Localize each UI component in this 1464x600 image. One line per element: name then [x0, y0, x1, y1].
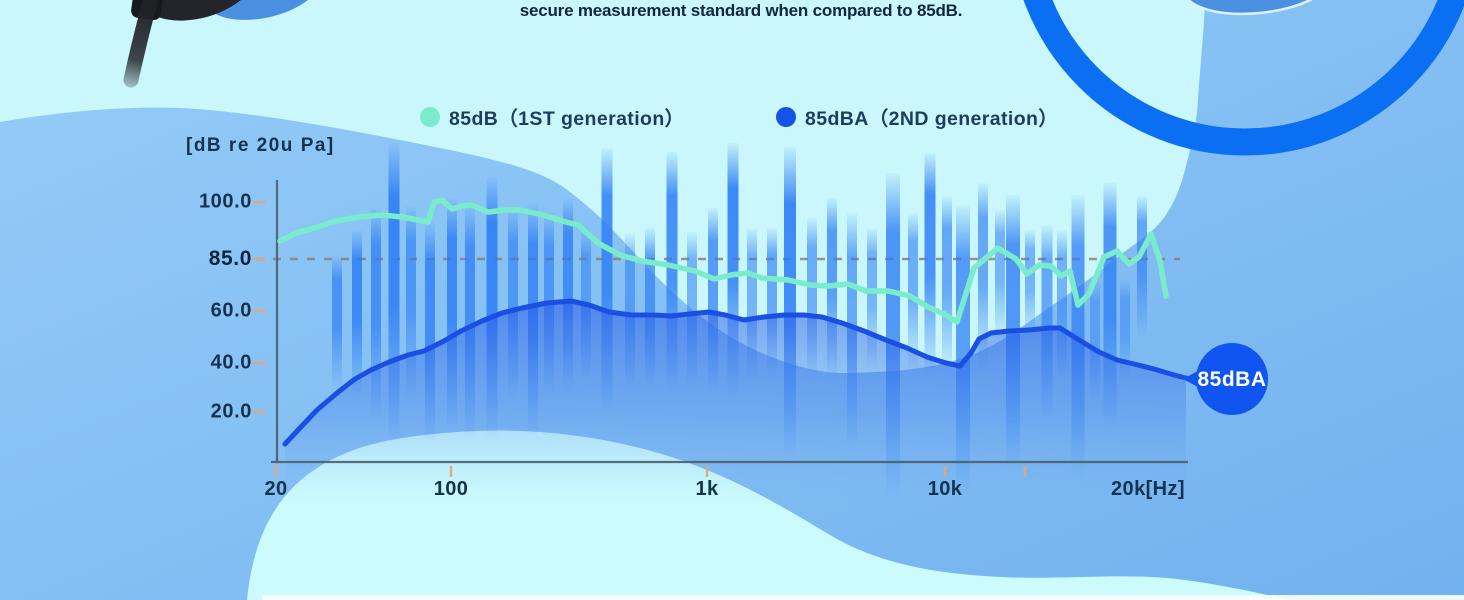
bg-ring — [1023, 0, 1464, 156]
x-tick-label: 100 — [433, 478, 469, 500]
y-tick-label: 85.0 — [208, 247, 252, 270]
gen2-area-fill — [285, 301, 1186, 508]
axes — [271, 180, 1188, 464]
x-tick-label: 20k[Hz] — [1111, 478, 1185, 500]
x-tick-label: 10k — [927, 478, 963, 500]
series-lines — [277, 197, 1189, 447]
y-tick-label: 100.0 — [198, 190, 252, 213]
headphone-image-fragment — [123, 0, 322, 88]
gen1-legend-dot-icon — [420, 106, 440, 127]
callout-label: 85dBA — [1197, 368, 1266, 391]
callout-bubble: 85dBA — [1183, 343, 1268, 415]
x-tick-label: 1k — [695, 478, 719, 500]
legend-item-gen1: 85dB（1ST generation） — [420, 102, 685, 131]
headphone-cushion-fragment — [1182, 0, 1334, 16]
caption-text: secure measurement standard when compare… — [519, 1, 963, 20]
gen2-legend-label: 85dBA（2ND generation） — [805, 108, 1059, 130]
y-tick-label: 20.0 — [210, 400, 252, 423]
legend-item-gen2: 85dBA（2ND generation） — [776, 102, 1058, 131]
gen2-legend-dot-icon — [776, 106, 796, 127]
bottom-page-edge — [262, 595, 1464, 600]
x-tick-label: 20 — [264, 478, 288, 500]
y-tick-label: 40.0 — [210, 351, 252, 374]
y-axis-unit-label: [dB re 20u Pa] — [186, 135, 335, 156]
y-tick-label: 60.0 — [210, 299, 252, 322]
tick-marks — [253, 200, 1027, 477]
callout-circle — [1196, 343, 1268, 415]
gen1-legend-label: 85dB（1ST generation） — [449, 108, 685, 130]
